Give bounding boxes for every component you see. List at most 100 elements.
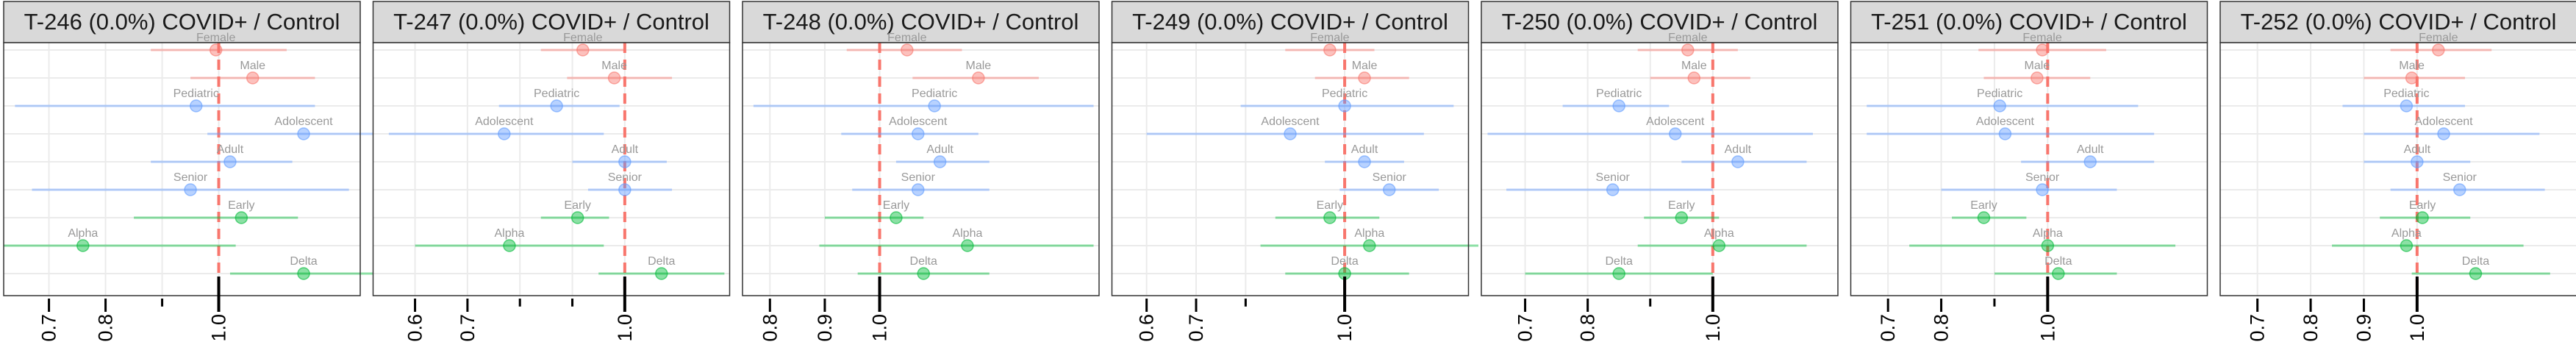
point-label: Early bbox=[1668, 199, 1695, 212]
point-estimate bbox=[246, 71, 260, 85]
axis-tick-label: 0.9 bbox=[814, 314, 836, 342]
point-estimate bbox=[2432, 43, 2445, 57]
axis-tick-label: 0.6 bbox=[1136, 314, 1158, 342]
point-estimate bbox=[235, 211, 248, 224]
point-estimate bbox=[1612, 99, 1625, 113]
point-label: Early bbox=[2409, 199, 2436, 212]
point-label: Adolescent bbox=[274, 115, 333, 128]
point-label: Early bbox=[1970, 199, 1997, 212]
point-estimate bbox=[618, 155, 632, 168]
point-label: Adult bbox=[2404, 143, 2431, 156]
point-estimate bbox=[1612, 267, 1625, 280]
point-label: Delta bbox=[1606, 255, 1633, 268]
point-label: Male bbox=[240, 60, 265, 72]
point-estimate bbox=[1687, 71, 1701, 85]
point-estimate bbox=[189, 99, 203, 113]
point-estimate bbox=[2036, 183, 2049, 196]
facet-strip bbox=[3, 1, 361, 43]
axis-tick-label: 1.0 bbox=[869, 314, 891, 342]
facet-strip bbox=[1111, 1, 1470, 43]
point-estimate bbox=[618, 183, 632, 196]
point-estimate bbox=[297, 267, 310, 280]
point-estimate bbox=[1363, 239, 1376, 252]
panel-background bbox=[2220, 43, 2576, 296]
facet-title: T-252 (0.0%) COVID+ / Control bbox=[2241, 9, 2557, 35]
point-label: Senior bbox=[608, 171, 643, 184]
facet-strip bbox=[1481, 1, 1839, 43]
point-estimate bbox=[1669, 127, 1682, 140]
axis-tick-label: 0.8 bbox=[759, 314, 781, 342]
axis-tick-label: 0.8 bbox=[1931, 314, 1953, 342]
point-estimate bbox=[2405, 71, 2419, 85]
facet-title: T-247 (0.0%) COVID+ / Control bbox=[393, 9, 709, 35]
facet-title: T-250 (0.0%) COVID+ / Control bbox=[1502, 9, 1818, 35]
point-label: Female bbox=[2419, 32, 2458, 44]
point-label: Alpha bbox=[2391, 227, 2422, 240]
axis-tick-label: 0.6 bbox=[404, 314, 426, 342]
axis-tick-label: 1.0 bbox=[614, 314, 636, 342]
point-label: Senior bbox=[1596, 171, 1631, 184]
axis-tick-label: 0.7 bbox=[1514, 314, 1536, 342]
point-estimate bbox=[1338, 99, 1351, 113]
axis-tick-label: 0.7 bbox=[38, 314, 60, 342]
point-label: Adult bbox=[1725, 143, 1752, 156]
point-label: Adult bbox=[612, 143, 639, 156]
point-label: Male bbox=[2399, 60, 2425, 72]
point-estimate bbox=[1358, 71, 1371, 85]
point-label: Senior bbox=[173, 171, 208, 184]
point-label: Female bbox=[2022, 32, 2061, 44]
panel-background bbox=[373, 43, 730, 296]
point-estimate bbox=[503, 239, 516, 252]
panel-background bbox=[1850, 43, 2208, 296]
panel-background bbox=[1112, 43, 1469, 296]
panel-border bbox=[742, 42, 1100, 296]
point-label: Pediatric bbox=[2383, 88, 2429, 100]
point-label: Adolescent bbox=[889, 115, 948, 128]
point-label: Male bbox=[1681, 60, 1707, 72]
point-estimate bbox=[297, 127, 310, 140]
panel-border bbox=[1111, 42, 1470, 296]
point-label: Early bbox=[1317, 199, 1343, 212]
point-estimate bbox=[912, 127, 925, 140]
point-estimate bbox=[1675, 211, 1689, 224]
point-estimate bbox=[2469, 267, 2483, 280]
point-label: Female bbox=[196, 32, 235, 44]
panel-border bbox=[3, 42, 361, 296]
axis-tick-label: 1.0 bbox=[2406, 314, 2428, 342]
axis-tick-label: 0.7 bbox=[1877, 314, 1899, 342]
point-estimate bbox=[1712, 239, 1726, 252]
point-label: Delta bbox=[910, 255, 937, 268]
point-label: Male bbox=[2025, 60, 2050, 72]
point-label: Senior bbox=[901, 171, 936, 184]
point-label: Adult bbox=[1351, 143, 1378, 156]
axis-tick-label: 0.7 bbox=[457, 314, 479, 342]
point-label: Senior bbox=[2025, 171, 2060, 184]
point-label: Adolescent bbox=[2414, 115, 2473, 128]
point-label: Early bbox=[564, 199, 590, 212]
facet-strip bbox=[372, 1, 731, 43]
axis-tick-label: 1.0 bbox=[1334, 314, 1356, 342]
point-estimate bbox=[2036, 43, 2049, 57]
point-label: Pediatric bbox=[912, 88, 957, 100]
point-estimate bbox=[1731, 155, 1745, 168]
point-estimate bbox=[933, 155, 947, 168]
point-label: Adult bbox=[2077, 143, 2104, 156]
point-estimate bbox=[209, 43, 223, 57]
point-label: Alpha bbox=[2033, 227, 2063, 240]
panel-border bbox=[372, 42, 731, 296]
point-label: Adolescent bbox=[475, 115, 534, 128]
point-estimate bbox=[1681, 43, 1695, 57]
axis-tick-label: 0.7 bbox=[2247, 314, 2269, 342]
point-estimate bbox=[223, 155, 237, 168]
facet-strip bbox=[2219, 1, 2576, 43]
point-label: Adolescent bbox=[1261, 115, 1320, 128]
point-estimate bbox=[1323, 211, 1337, 224]
point-estimate bbox=[2031, 71, 2044, 85]
point-estimate bbox=[607, 71, 621, 85]
point-estimate bbox=[2411, 155, 2424, 168]
axis-tick-label: 0.8 bbox=[95, 314, 117, 342]
point-estimate bbox=[2416, 211, 2429, 224]
point-label: Pediatric bbox=[1322, 88, 1367, 100]
axis-tick-label: 1.0 bbox=[1702, 314, 1724, 342]
point-label: Male bbox=[1352, 60, 1378, 72]
